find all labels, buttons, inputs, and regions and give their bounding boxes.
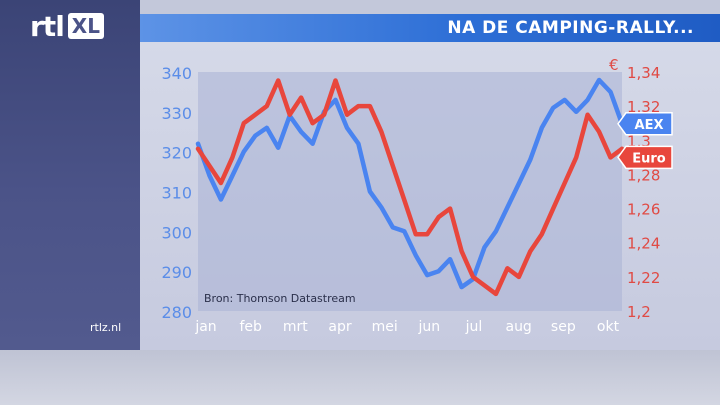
logo-xl: XL	[67, 13, 104, 39]
series-line-euro	[195, 78, 625, 297]
y-right-tick-label: 1,24	[627, 235, 660, 253]
y-right-tick-label: 1,28	[627, 166, 660, 184]
x-tick-label: jan	[194, 319, 216, 335]
x-tick-label: apr	[328, 319, 351, 335]
y-right-unit-label: €	[609, 56, 619, 74]
callout-aex: AEX	[617, 112, 673, 136]
y-left-tick-label: 310	[161, 184, 192, 203]
y-left-tick-label: 300	[161, 223, 192, 242]
y-right-tick-label: 1,22	[627, 269, 660, 287]
y-left-tick-label: 320	[161, 144, 192, 163]
callout-box	[617, 145, 673, 170]
chart-title: NA DE CAMPING-RALLY...	[447, 18, 694, 38]
callout-label: AEX	[635, 118, 664, 133]
series-line-aex	[195, 77, 625, 290]
x-tick-label: aug	[505, 319, 531, 335]
site-url: rtlz.nl	[90, 321, 122, 334]
y-left-tick-label: 330	[161, 104, 192, 123]
y-right-tick-label: 1,2	[627, 303, 651, 321]
logo-rtl: rtl	[30, 9, 65, 43]
rtlxl-logo: rtl XL	[30, 9, 104, 43]
y-left-tick-label: 290	[161, 263, 192, 282]
x-tick-label: mrt	[283, 319, 308, 335]
x-tick-label: jul	[465, 319, 483, 335]
x-tick-label: mei	[372, 319, 398, 335]
y-left-tick-label: 340	[161, 64, 192, 83]
y-right-tick-label: 1,34	[627, 64, 660, 82]
y-right-tick-label: 1,26	[627, 201, 660, 219]
title-bar: NA DE CAMPING-RALLY...	[140, 14, 720, 42]
callout-euro: Euro	[617, 145, 673, 170]
x-tick-label: sep	[551, 319, 576, 335]
callout-label: Euro	[632, 151, 666, 166]
callout-box	[617, 112, 673, 136]
left-decor-panel: rtl XL rtlz.nl	[0, 0, 140, 350]
x-tick-label: feb	[239, 319, 262, 335]
y-right-tick-label: 1,32	[627, 98, 660, 116]
y-left-tick-label: 280	[161, 303, 192, 322]
x-tick-label: okt	[597, 319, 620, 335]
x-tick-label: jun	[418, 319, 441, 335]
bottom-band	[0, 350, 720, 405]
source-note: Bron: Thomson Datastream	[204, 292, 356, 305]
